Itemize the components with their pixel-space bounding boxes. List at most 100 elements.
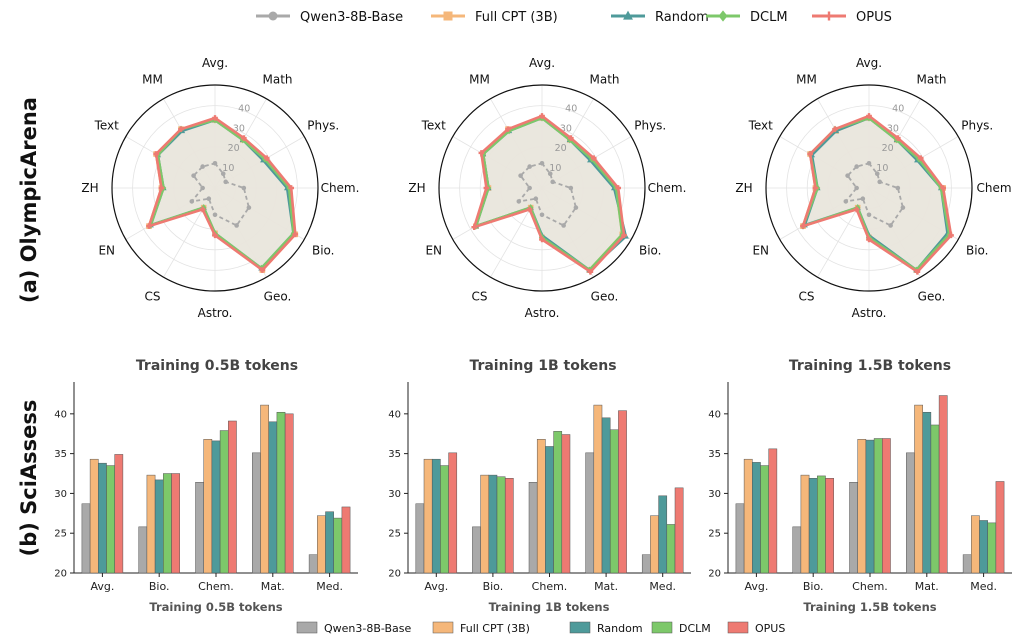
radar-axis-label-bio: Bio. (312, 244, 335, 258)
radar-point-qwen3-8b-base (533, 196, 539, 202)
bar-ytick-label: 20 (54, 569, 67, 580)
radar-point-opus (153, 151, 159, 157)
radar-point-qwen3-8b-base (539, 160, 545, 166)
bar-ytick-label: 35 (708, 449, 721, 460)
legend-item-opus: OPUS (812, 10, 892, 25)
bar-qwen3-8b-base-chem (528, 482, 538, 574)
bar-opus-mat (938, 395, 948, 574)
bar-random-bio (488, 474, 498, 574)
bar-full-cpt-3b-chem (536, 439, 546, 574)
radar-point-qwen3-8b-base (212, 160, 218, 166)
radar-point-qwen3-8b-base (246, 205, 252, 210)
bar-qwen3-8b-base-med (962, 554, 972, 574)
bar-random-bio (154, 479, 164, 574)
legend-bottom-label-dclm: DCLM (679, 622, 711, 635)
bar-ytick-label: 20 (708, 569, 721, 580)
radar-outer-ring (765, 84, 973, 292)
radar-axis-label-text: Text (94, 119, 120, 133)
bar-ytick-label: 30 (708, 489, 721, 500)
bar-ytick-label: 40 (708, 409, 721, 420)
radar-point-opus (917, 155, 924, 161)
bar-chart-0.5b: 20 25 30 35 40 Avg. Bio. Chem. Mat. Med. (54, 382, 358, 593)
radar-point-qwen3-8b-base (189, 199, 195, 204)
bar-ytick-label: 20 (388, 569, 401, 580)
radar-axis-label-zh: ZH (408, 181, 425, 195)
radar-axis-label-text: Text (748, 119, 774, 133)
radar-point-opus (621, 232, 627, 239)
bar-opus-chem (882, 438, 891, 574)
radar-point-qwen3-8b-base (547, 171, 553, 177)
radar-axis-label-geo: Geo. (918, 289, 946, 303)
radar-axis-label-avg: Avg. (856, 56, 882, 70)
bar-dclm-chem (553, 431, 563, 574)
bar-opus-med (995, 481, 1005, 574)
radar-point-opus (866, 236, 872, 243)
legend-bottom-item-dclm: DCLM (651, 621, 711, 635)
radar-point-opus (292, 231, 299, 238)
legend-marker-opus (824, 11, 834, 21)
bar-random-avg (431, 458, 441, 574)
radar-axis-label-cs: CS (472, 289, 488, 303)
bar-qwen3-8b-base-bio (138, 526, 148, 574)
radar-axis-label-math: Math (916, 73, 946, 87)
bar-dclm-bio (817, 475, 826, 574)
radar-point-opus (812, 185, 819, 191)
bar-dclm-chem (219, 430, 229, 574)
radar-point-opus (471, 224, 478, 230)
bar-qwen3-8b-base-avg (81, 503, 91, 574)
radar-point-opus (948, 232, 954, 239)
radar-point-opus (526, 206, 533, 213)
bar-opus-med (674, 487, 684, 574)
bar-full-cpt-3b-bio (146, 474, 156, 574)
bar-qwen3-8b-base-med (641, 554, 651, 574)
radar-point-qwen3-8b-base (200, 164, 205, 169)
radar-point-opus (832, 126, 838, 132)
bar-qwen3-8b-base-chem (195, 482, 204, 574)
radar-rtick-label: 20 (228, 143, 240, 154)
legend-item-dclm: DCLM (706, 10, 788, 25)
bar-opus-mat (618, 410, 627, 574)
radar-point-qwen3-8b-base (900, 205, 906, 210)
bar-ytick-label: 35 (388, 449, 401, 460)
bar-dclm-med (333, 517, 343, 574)
bar-dclm-med (987, 522, 997, 574)
legend-patch-random (569, 621, 591, 634)
radar-outer-ring (438, 84, 646, 292)
radar-point-qwen3-8b-base (234, 223, 239, 228)
bar-qwen3-8b-base-mat (906, 452, 915, 574)
radar-rtick-label: 40 (892, 103, 904, 114)
radar-axis-label-mm: MM (142, 73, 163, 87)
bar-dclm-mat (276, 411, 286, 574)
legend-bottom: Qwen3-8B-Base Full CPT (3B) Random DCLM OPUS (296, 621, 785, 635)
legend-bottom-label-opus: OPUS (755, 622, 785, 635)
radar-point-opus (590, 155, 597, 161)
radar-point-opus (568, 135, 574, 141)
bar-dclm-med (666, 524, 676, 574)
legend-bottom-item-random: Random (569, 621, 643, 635)
radar-point-opus (158, 185, 165, 191)
radar-point-qwen3-8b-base (516, 199, 522, 204)
radar-point-qwen3-8b-base (212, 212, 218, 218)
radar-point-opus (807, 151, 813, 157)
bar-random-mat (268, 421, 278, 574)
bar-dclm-bio (163, 473, 172, 574)
bar-qwen3-8b-base-avg (735, 503, 745, 574)
bar-chart-1.5b: 20 25 30 35 40 Avg. Bio. Chem. Mat. Med. (708, 382, 1012, 593)
bar-xtick-label-chem: Chem. (852, 580, 888, 593)
bar-opus-bio (171, 473, 180, 574)
bar-xtick-label-med: Med. (316, 580, 343, 593)
radar-point-opus (853, 206, 860, 213)
bar-full-cpt-3b-avg (89, 458, 99, 574)
radar-title-1.5b: Training 1.5B tokens (789, 358, 951, 374)
legend-bottom-item-full-cpt-3b: Full CPT (3B) (432, 621, 530, 635)
radar-chart-1b: 10 20 30 40 Avg. Math Phys. Chem. Bio. Geo. Astro.… (408, 56, 686, 320)
radar-point-qwen3-8b-base (561, 223, 566, 228)
radar-title-1b: Training 1B tokens (469, 358, 616, 374)
bar-full-cpt-3b-med (971, 515, 980, 574)
radar-axis-label-text: Text (421, 119, 447, 133)
radar-point-opus (615, 185, 622, 191)
bar-dclm-chem (873, 438, 883, 574)
bar-full-cpt-3b-mat (260, 404, 269, 574)
radar-point-qwen3-8b-base (877, 179, 883, 185)
bar-full-cpt-3b-chem (857, 439, 867, 574)
